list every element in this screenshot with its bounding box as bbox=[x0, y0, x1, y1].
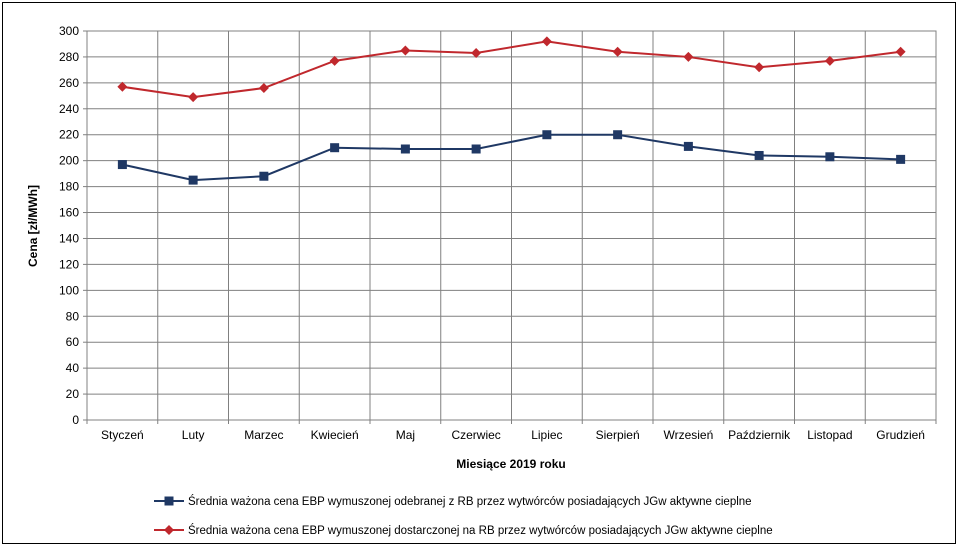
series-dostarczona bbox=[117, 36, 906, 103]
data-point bbox=[613, 130, 623, 140]
y-tick-label: 200 bbox=[59, 154, 79, 168]
data-point bbox=[895, 46, 906, 57]
y-tick-label: 100 bbox=[59, 283, 79, 297]
data-point bbox=[188, 92, 199, 103]
data-point bbox=[330, 143, 340, 153]
y-tick-label: 140 bbox=[59, 231, 79, 245]
data-point bbox=[400, 144, 410, 154]
data-point bbox=[471, 144, 481, 154]
data-point bbox=[259, 171, 269, 181]
data-point bbox=[754, 62, 765, 73]
series-line bbox=[122, 40, 901, 99]
x-tick-label: Listopad bbox=[807, 428, 852, 442]
data-point bbox=[825, 152, 835, 162]
x-tick-label: Luty bbox=[182, 428, 205, 442]
data-point bbox=[754, 150, 764, 160]
series-odebrana bbox=[117, 130, 906, 185]
x-tick-label: Czerwiec bbox=[451, 428, 500, 442]
x-tick-label: Wrzesień bbox=[663, 428, 713, 442]
data-point bbox=[683, 51, 694, 62]
data-point bbox=[117, 81, 128, 92]
x-tick-label: Marzec bbox=[244, 428, 283, 442]
data-point bbox=[117, 160, 127, 170]
legend-label: Średnia ważona cena EBP wymuszonej odebr… bbox=[188, 495, 752, 508]
series-lines bbox=[117, 36, 906, 185]
data-point bbox=[683, 141, 693, 151]
legend-diamond-marker bbox=[164, 525, 174, 535]
legend-square-marker bbox=[164, 496, 174, 506]
y-tick-label: 80 bbox=[66, 309, 80, 323]
x-axis-title: Miesiące 2019 roku bbox=[456, 457, 565, 471]
y-tick-label: 120 bbox=[59, 257, 79, 271]
data-point bbox=[471, 48, 482, 59]
y-tick-label: 300 bbox=[59, 24, 79, 38]
y-tick-label: 20 bbox=[66, 387, 80, 401]
x-tick-label: Styczeń bbox=[101, 428, 144, 442]
y-tick-label: 0 bbox=[72, 413, 79, 427]
data-point bbox=[542, 130, 552, 140]
data-point bbox=[541, 36, 552, 47]
data-point bbox=[329, 55, 340, 66]
data-point bbox=[824, 55, 835, 66]
x-tick-label: Październik bbox=[728, 428, 791, 442]
y-tick-label: 60 bbox=[66, 335, 80, 349]
data-point bbox=[258, 83, 269, 94]
x-tick-label: Sierpień bbox=[596, 428, 640, 442]
data-point bbox=[896, 154, 906, 164]
legend-item: Średnia ważona cena EBP wymuszonej odebr… bbox=[154, 495, 752, 508]
y-tick-label: 160 bbox=[59, 206, 79, 220]
legend-item: Średnia ważona cena EBP wymuszonej dosta… bbox=[154, 524, 773, 537]
data-point bbox=[612, 46, 623, 57]
data-point bbox=[400, 45, 411, 56]
x-tick-label: Maj bbox=[396, 428, 415, 442]
x-axis-ticks: Styczeń Luty Marzec Kwiecień Maj Czerwiec Lipi… bbox=[86, 420, 937, 442]
data-point bbox=[188, 175, 198, 185]
legend: Średnia ważona cena EBP wymuszonej odebr… bbox=[154, 495, 773, 537]
series-line bbox=[122, 133, 901, 182]
y-tick-label: 180 bbox=[59, 180, 79, 194]
y-tick-label: 220 bbox=[59, 128, 79, 142]
legend-label: Średnia ważona cena EBP wymuszonej dosta… bbox=[188, 524, 773, 537]
y-tick-label: 280 bbox=[59, 50, 79, 64]
y-axis-ticks: 0 20 40 60 80 100 120 140 160 180 200 220 240 260 280 3… bbox=[59, 24, 87, 427]
y-tick-label: 40 bbox=[66, 361, 80, 375]
y-tick-label: 260 bbox=[59, 76, 79, 90]
y-tick-label: 240 bbox=[59, 102, 79, 116]
y-axis-title: Cena [zł/MWh] bbox=[26, 185, 40, 267]
x-tick-label: Grudzień bbox=[876, 428, 925, 442]
x-tick-label: Kwiecień bbox=[311, 428, 359, 442]
x-tick-label: Lipiec bbox=[531, 428, 562, 442]
grid-lines bbox=[87, 31, 936, 420]
